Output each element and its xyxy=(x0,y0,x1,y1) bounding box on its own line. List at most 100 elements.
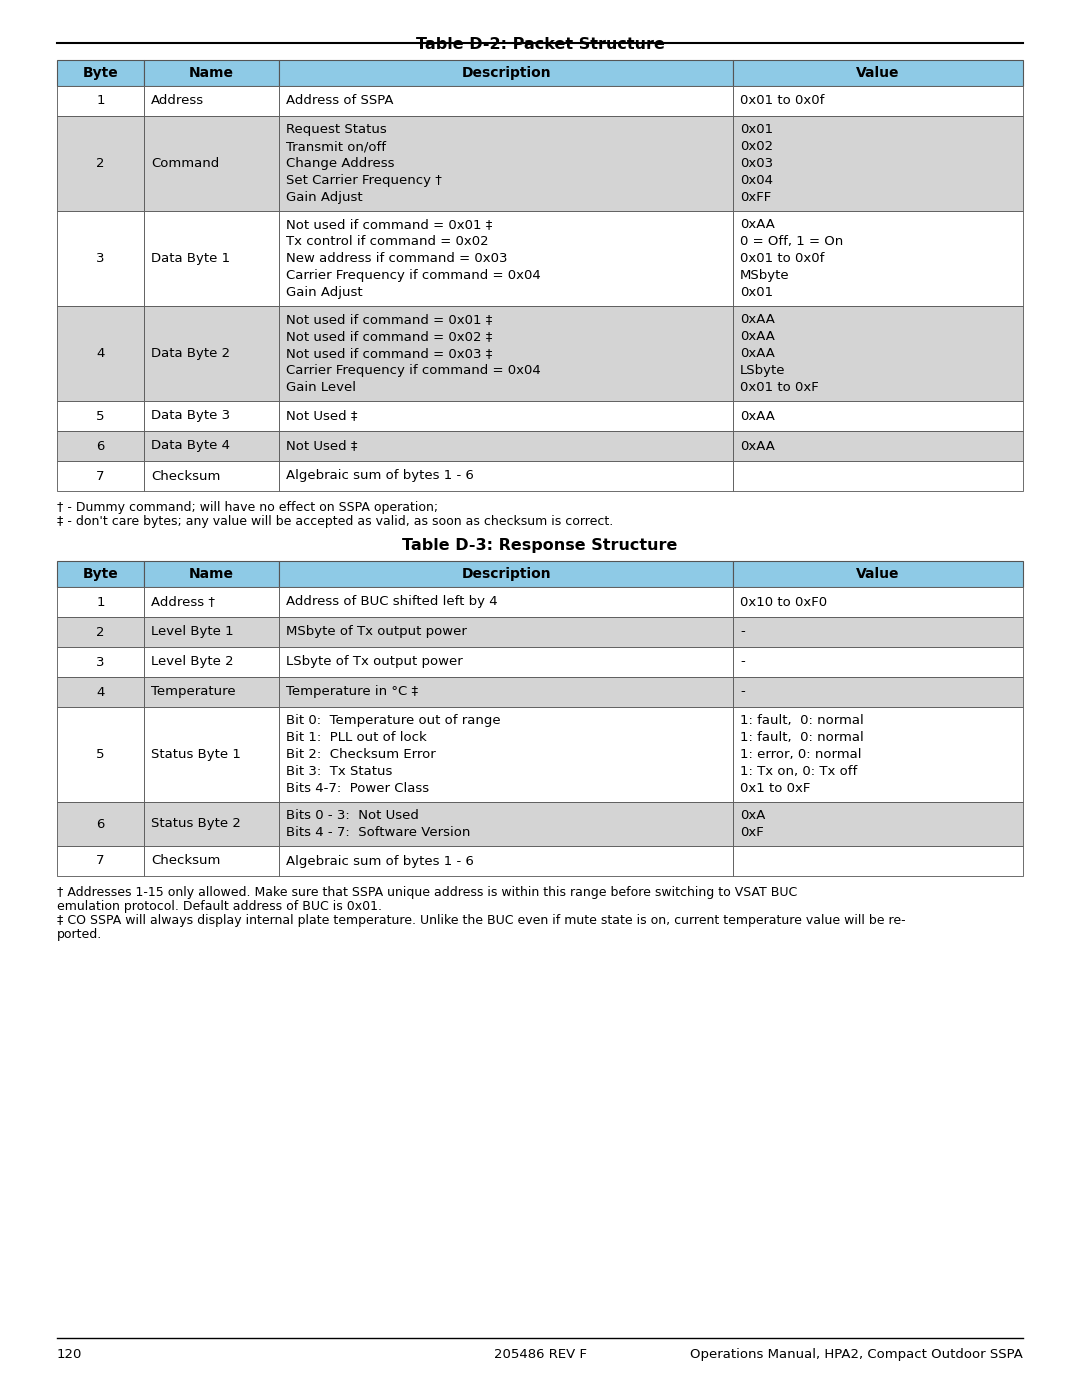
Bar xyxy=(144,432,279,461)
Text: Algebraic sum of bytes 1 - 6: Algebraic sum of bytes 1 - 6 xyxy=(286,469,474,482)
Text: -: - xyxy=(740,626,745,638)
Text: Set Carrier Frequency †: Set Carrier Frequency † xyxy=(286,175,442,187)
Text: Status Byte 2: Status Byte 2 xyxy=(151,817,241,830)
Text: Change Address: Change Address xyxy=(286,156,394,170)
Text: 2: 2 xyxy=(96,156,105,170)
Text: 5: 5 xyxy=(96,409,105,422)
Text: MSbyte of Tx output power: MSbyte of Tx output power xyxy=(286,626,467,638)
Text: Description: Description xyxy=(461,66,551,80)
Bar xyxy=(279,432,733,461)
Text: Not used if command = 0x03 ‡: Not used if command = 0x03 ‡ xyxy=(286,346,492,360)
Text: 1: fault,  0: normal: 1: fault, 0: normal xyxy=(740,731,864,745)
Bar xyxy=(144,306,279,401)
Bar xyxy=(733,678,1023,707)
Bar xyxy=(733,401,1023,432)
Text: Request Status: Request Status xyxy=(286,123,387,136)
Text: 0xAA: 0xAA xyxy=(740,346,775,360)
Text: MSbyte: MSbyte xyxy=(740,270,789,282)
Text: LSbyte: LSbyte xyxy=(740,365,786,377)
Text: 0x01 to 0x0f: 0x01 to 0x0f xyxy=(740,95,824,108)
Text: 1: 1 xyxy=(96,595,105,609)
Bar xyxy=(733,587,1023,617)
Text: 0x01 to 0x0f: 0x01 to 0x0f xyxy=(740,251,824,265)
Text: -: - xyxy=(740,686,745,698)
Text: 120: 120 xyxy=(57,1348,82,1361)
Text: Temperature: Temperature xyxy=(151,686,235,698)
Text: Data Byte 2: Data Byte 2 xyxy=(151,346,230,360)
Text: Carrier Frequency if command = 0x04: Carrier Frequency if command = 0x04 xyxy=(286,270,541,282)
Text: Address: Address xyxy=(151,95,204,108)
Text: Bits 4 - 7:  Software Version: Bits 4 - 7: Software Version xyxy=(286,826,471,840)
Bar xyxy=(733,211,1023,306)
Bar xyxy=(57,802,144,847)
Text: Command: Command xyxy=(151,156,219,170)
Bar xyxy=(733,461,1023,490)
Text: 0xAA: 0xAA xyxy=(740,313,775,326)
Text: 0x10 to 0xF0: 0x10 to 0xF0 xyxy=(740,595,827,609)
Text: Transmit on/off: Transmit on/off xyxy=(286,140,387,154)
Bar xyxy=(144,802,279,847)
Bar xyxy=(57,401,144,432)
Text: Level Byte 2: Level Byte 2 xyxy=(151,655,233,669)
Bar xyxy=(57,587,144,617)
Text: Tx control if command = 0x02: Tx control if command = 0x02 xyxy=(286,235,489,249)
Bar xyxy=(279,617,733,647)
Text: Bits 0 - 3:  Not Used: Bits 0 - 3: Not Used xyxy=(286,809,419,821)
Text: 3: 3 xyxy=(96,655,105,669)
Text: † Addresses 1-15 only allowed. Make sure that SSPA unique address is within this: † Addresses 1-15 only allowed. Make sure… xyxy=(57,886,797,900)
Bar xyxy=(279,562,733,587)
Text: 0x04: 0x04 xyxy=(740,175,773,187)
Bar xyxy=(279,60,733,87)
Text: Table D-3: Response Structure: Table D-3: Response Structure xyxy=(403,538,677,553)
Text: Not used if command = 0x01 ‡: Not used if command = 0x01 ‡ xyxy=(286,218,492,231)
Bar xyxy=(57,647,144,678)
Text: Carrier Frequency if command = 0x04: Carrier Frequency if command = 0x04 xyxy=(286,365,541,377)
Text: Table D-2: Packet Structure: Table D-2: Packet Structure xyxy=(416,36,664,52)
Bar xyxy=(733,432,1023,461)
Bar xyxy=(144,847,279,876)
Bar xyxy=(57,707,144,802)
Bar xyxy=(733,802,1023,847)
Bar xyxy=(733,60,1023,87)
Text: 7: 7 xyxy=(96,469,105,482)
Text: Data Byte 3: Data Byte 3 xyxy=(151,409,230,422)
Text: Not used if command = 0x01 ‡: Not used if command = 0x01 ‡ xyxy=(286,313,492,326)
Text: Value: Value xyxy=(856,66,900,80)
Text: Not Used ‡: Not Used ‡ xyxy=(286,409,357,422)
Text: Data Byte 4: Data Byte 4 xyxy=(151,440,230,453)
Text: Bit 1:  PLL out of lock: Bit 1: PLL out of lock xyxy=(286,731,427,745)
Text: Byte: Byte xyxy=(82,66,119,80)
Text: Address †: Address † xyxy=(151,595,215,609)
Text: ‡ - don't care bytes; any value will be accepted as valid, as soon as checksum i: ‡ - don't care bytes; any value will be … xyxy=(57,515,613,528)
Text: Name: Name xyxy=(189,66,234,80)
Text: 1: error, 0: normal: 1: error, 0: normal xyxy=(740,747,862,761)
Text: 0x01 to 0xF: 0x01 to 0xF xyxy=(740,381,819,394)
Bar xyxy=(733,116,1023,211)
Bar xyxy=(57,847,144,876)
Text: 6: 6 xyxy=(96,817,105,830)
Text: Level Byte 1: Level Byte 1 xyxy=(151,626,233,638)
Text: Gain Adjust: Gain Adjust xyxy=(286,191,363,204)
Bar xyxy=(733,87,1023,116)
Text: Byte: Byte xyxy=(82,567,119,581)
Bar xyxy=(57,432,144,461)
Bar xyxy=(57,678,144,707)
Text: Temperature in °C ‡: Temperature in °C ‡ xyxy=(286,686,418,698)
Text: Bit 2:  Checksum Error: Bit 2: Checksum Error xyxy=(286,747,436,761)
Text: Description: Description xyxy=(461,567,551,581)
Text: 0xFF: 0xFF xyxy=(740,191,771,204)
Text: 0xAA: 0xAA xyxy=(740,440,775,453)
Text: Value: Value xyxy=(856,567,900,581)
Bar xyxy=(279,401,733,432)
Bar xyxy=(144,587,279,617)
Text: Address of SSPA: Address of SSPA xyxy=(286,95,394,108)
Text: 1: fault,  0: normal: 1: fault, 0: normal xyxy=(740,714,864,726)
Text: Checksum: Checksum xyxy=(151,469,220,482)
Text: 0x02: 0x02 xyxy=(740,140,773,154)
Text: 0xAA: 0xAA xyxy=(740,218,775,231)
Text: 0xAA: 0xAA xyxy=(740,409,775,422)
Text: 4: 4 xyxy=(96,686,105,698)
Bar xyxy=(57,562,144,587)
Bar xyxy=(279,87,733,116)
Text: 0 = Off, 1 = On: 0 = Off, 1 = On xyxy=(740,235,843,249)
